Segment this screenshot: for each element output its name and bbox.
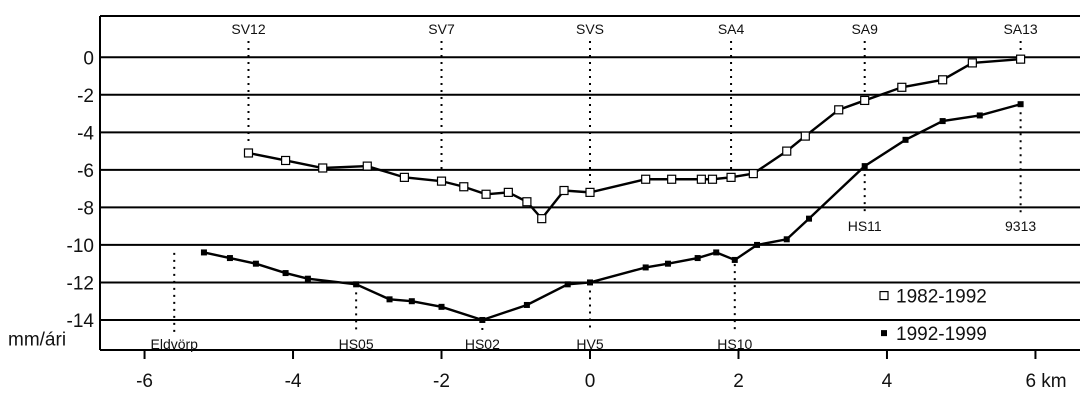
station-label: 9313: [1005, 218, 1036, 234]
data-point: [897, 82, 907, 92]
data-point: [226, 255, 233, 262]
y-tick-label: -14: [67, 311, 95, 332]
station-guides: [173, 41, 1022, 332]
legend-label: 1992-1999: [896, 324, 987, 345]
x-tick-label: -6: [136, 371, 153, 392]
data-point: [537, 214, 547, 224]
station-label: SA13: [1003, 21, 1037, 37]
data-point: [664, 260, 671, 267]
y-tick-label: -2: [77, 86, 94, 107]
data-point: [481, 189, 491, 199]
station-label: Eldvörp: [151, 336, 199, 352]
data-point: [282, 270, 289, 277]
data-point: [281, 155, 291, 166]
data-point: [707, 174, 718, 184]
data-point: [754, 241, 761, 248]
y-tick-label: -10: [67, 236, 94, 257]
station-label: SA9: [851, 21, 878, 37]
series-layer: [200, 54, 1026, 323]
y-tick-label: -4: [77, 123, 94, 144]
data-point: [200, 249, 207, 256]
data-point: [362, 161, 372, 171]
data-point: [800, 131, 810, 141]
station-label: SVS: [576, 21, 604, 37]
legend-marker: [879, 290, 889, 301]
data-point: [967, 58, 977, 68]
data-point: [408, 298, 415, 305]
x-tick-label: 6 km: [1025, 371, 1066, 392]
data-point: [726, 172, 736, 182]
data-point: [523, 301, 530, 308]
data-point: [694, 255, 701, 262]
data-point: [976, 112, 983, 119]
y-tick-label: 0: [83, 48, 94, 69]
data-point: [696, 174, 706, 184]
data-point: [436, 176, 447, 186]
station-label: SA4: [718, 21, 745, 37]
data-point: [902, 136, 909, 143]
data-point: [243, 148, 254, 158]
y-axis-label: mm/ári: [8, 330, 66, 351]
data-point: [713, 249, 720, 256]
data-point: [438, 303, 445, 310]
data-point: [353, 281, 360, 288]
x-tick-label: -2: [433, 371, 450, 392]
station-label: HS11: [848, 218, 882, 234]
data-point: [667, 174, 677, 184]
data-point: [731, 256, 738, 263]
axes: [99, 15, 1080, 359]
data-point: [861, 163, 868, 170]
data-point: [834, 105, 844, 115]
data-point: [1016, 54, 1026, 64]
y-tick-label: -12: [67, 273, 94, 294]
data-point: [938, 75, 948, 85]
data-point: [748, 169, 758, 179]
data-point: [782, 146, 792, 156]
data-point: [783, 236, 790, 243]
data-point: [585, 187, 595, 197]
station-label: HS05: [339, 336, 374, 352]
data-point: [386, 296, 393, 303]
legend: 1982-1992 1992-1999: [879, 287, 987, 345]
data-point: [641, 174, 651, 184]
data-point: [252, 260, 259, 267]
labels-layer: 0 -2 -4 -6 -8 -10 -12 -14 -6 -4 -2 0 2 4 6 km mm/ári SV1…: [8, 21, 1067, 392]
data-point: [503, 187, 513, 197]
data-point: [806, 215, 813, 222]
legend-label: 1982-1992: [896, 287, 987, 308]
data-point: [304, 275, 311, 282]
data-point: [1017, 101, 1024, 108]
data-point: [559, 185, 569, 196]
data-point: [642, 264, 649, 271]
y-tick-label: -6: [77, 161, 94, 182]
data-point: [860, 95, 870, 106]
data-point: [318, 163, 328, 173]
station-label: HS02: [465, 336, 500, 352]
station-label: SV7: [428, 21, 455, 37]
series-line: [203, 103, 1021, 322]
x-tick-label: -4: [285, 371, 302, 392]
data-point: [399, 172, 409, 182]
data-point: [522, 197, 532, 207]
data-point: [587, 279, 593, 286]
station-label: HV5: [576, 336, 603, 352]
data-point: [459, 182, 469, 192]
data-point: [564, 281, 571, 288]
x-tick-label: 2: [733, 371, 744, 392]
data-point: [479, 316, 486, 323]
y-tick-label: -8: [77, 198, 94, 219]
station-label: HS10: [717, 336, 752, 352]
data-point: [939, 118, 946, 125]
x-tick-label: 0: [585, 371, 596, 392]
station-label: SV12: [231, 21, 265, 37]
legend-marker: [881, 330, 887, 337]
x-tick-label: 4: [882, 371, 893, 392]
